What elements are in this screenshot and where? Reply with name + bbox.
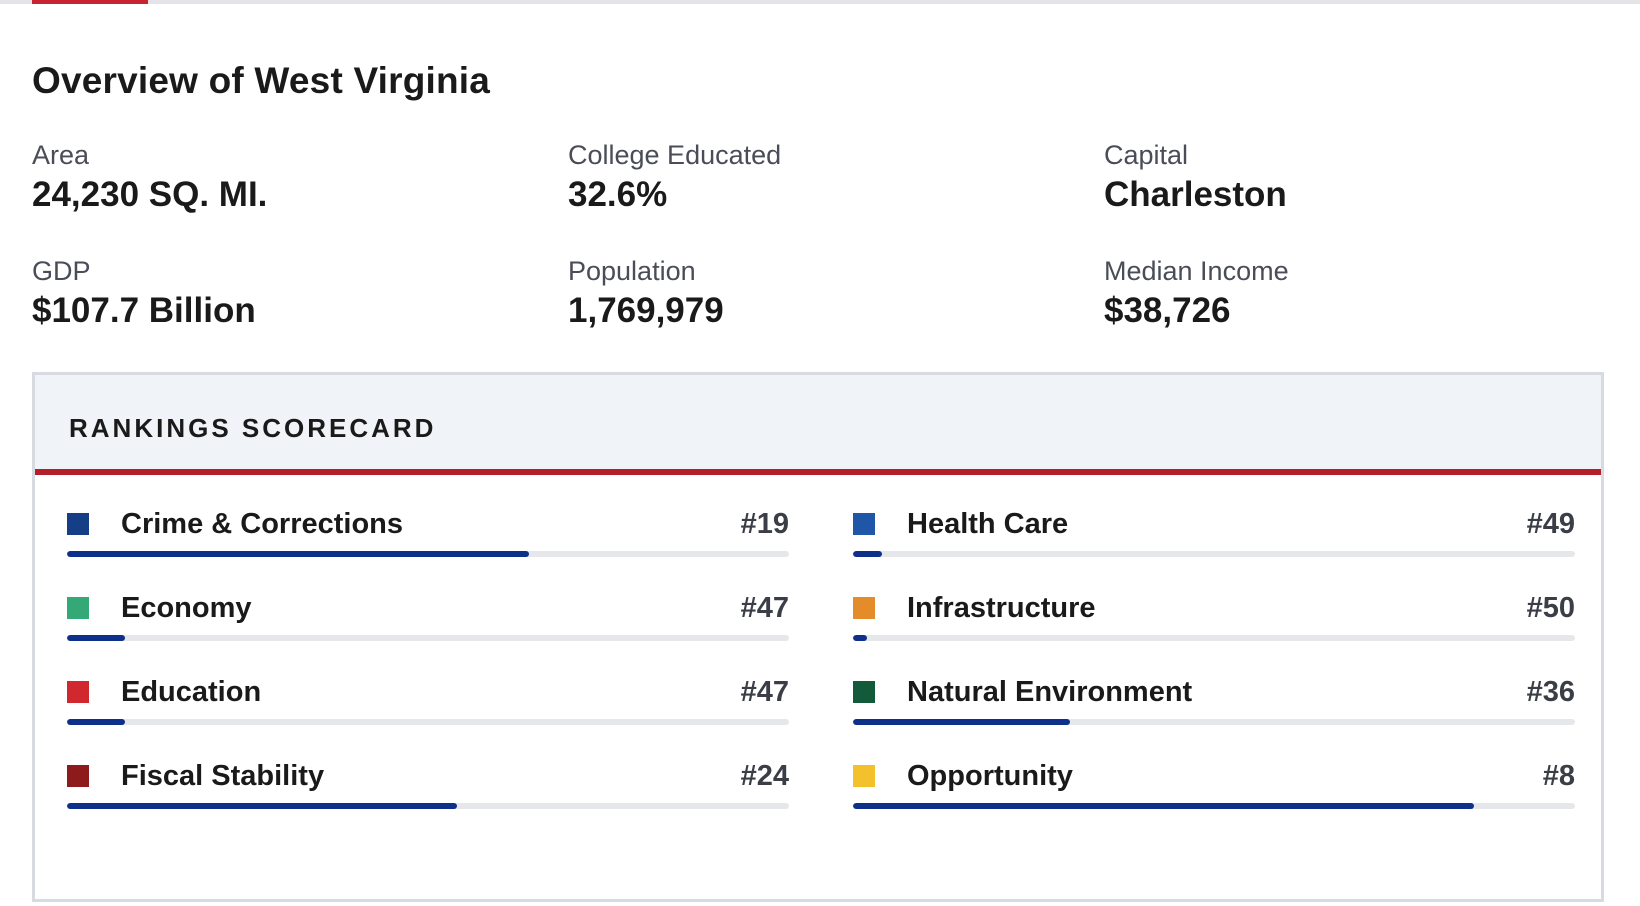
ranking-progress-fill xyxy=(853,635,868,641)
ranking-progress-track xyxy=(853,551,1575,557)
ranking-value: #24 xyxy=(740,760,789,792)
category-color-swatch xyxy=(853,513,875,535)
scorecard-header: RANKINGS SCORECARD xyxy=(35,375,1601,475)
fact-value: 32.6% xyxy=(568,175,668,214)
ranking-label: Crime & Corrections xyxy=(121,508,404,540)
ranking-progress-fill xyxy=(853,719,1070,725)
ranking-health-care[interactable]: Health Care #49 xyxy=(853,505,1575,589)
rankings-scorecard: RANKINGS SCORECARD Crime & Corrections #1… xyxy=(32,372,1604,902)
fact-label: GDP xyxy=(32,256,91,286)
ranking-progress-track xyxy=(853,635,1575,641)
category-color-swatch xyxy=(67,597,89,619)
ranking-value: #19 xyxy=(740,508,789,540)
ranking-progress-fill xyxy=(67,803,457,809)
fact-value: $38,726 xyxy=(1104,291,1231,330)
ranking-label: Economy xyxy=(121,592,252,624)
fact-value: Charleston xyxy=(1104,175,1287,214)
ranking-progress-fill xyxy=(67,719,125,725)
ranking-education[interactable]: Education #47 xyxy=(67,673,789,757)
ranking-natural-environment[interactable]: Natural Environment #36 xyxy=(853,673,1575,757)
ranking-label: Infrastructure xyxy=(907,592,1096,624)
ranking-progress-fill xyxy=(67,635,125,641)
fact-area: Area 24,230 SQ. MI. xyxy=(32,138,568,254)
ranking-economy[interactable]: Economy #47 xyxy=(67,589,789,673)
ranking-label: Opportunity xyxy=(907,760,1073,792)
fact-capital: Capital Charleston xyxy=(1104,138,1612,254)
ranking-label: Education xyxy=(121,676,262,708)
ranking-progress-track xyxy=(67,635,789,641)
ranking-progress-track xyxy=(67,719,789,725)
category-color-swatch xyxy=(67,765,89,787)
overview-facts: Area 24,230 SQ. MI. College Educated 32.… xyxy=(32,138,1612,370)
fact-college-educated: College Educated 32.6% xyxy=(568,138,1104,254)
active-tab-indicator xyxy=(32,0,148,4)
ranking-progress-track xyxy=(853,719,1575,725)
category-color-swatch xyxy=(853,597,875,619)
fact-value: 24,230 SQ. MI. xyxy=(32,175,268,214)
fact-population: Population 1,769,979 xyxy=(568,254,1104,370)
ranking-value: #49 xyxy=(1526,508,1575,540)
ranking-progress-track xyxy=(67,551,789,557)
ranking-value: #36 xyxy=(1526,676,1575,708)
ranking-crime-and-corrections[interactable]: Crime & Corrections #19 xyxy=(67,505,789,589)
fact-label: Median Income xyxy=(1104,256,1289,286)
fact-label: Population xyxy=(568,256,696,286)
top-divider xyxy=(0,0,1640,4)
category-color-swatch xyxy=(853,681,875,703)
rankings-list: Crime & Corrections #19 Health Care #49 Econ… xyxy=(67,505,1577,841)
ranking-infrastructure[interactable]: Infrastructure #50 xyxy=(853,589,1575,673)
fact-label: Capital xyxy=(1104,140,1189,170)
ranking-progress-fill xyxy=(67,551,530,557)
category-color-swatch xyxy=(853,765,875,787)
ranking-progress-track xyxy=(67,803,789,809)
ranking-label: Natural Environment xyxy=(907,676,1193,708)
ranking-value: #47 xyxy=(740,592,789,624)
fact-median-income: Median Income $38,726 xyxy=(1104,254,1612,370)
ranking-opportunity[interactable]: Opportunity #8 xyxy=(853,757,1575,841)
scorecard-title: RANKINGS SCORECARD xyxy=(69,413,437,443)
fact-gdp: GDP $107.7 Billion xyxy=(32,254,568,370)
fact-label: Area xyxy=(32,140,90,170)
ranking-value: #50 xyxy=(1526,592,1575,624)
ranking-label: Fiscal Stability xyxy=(121,760,325,792)
ranking-label: Health Care xyxy=(907,508,1069,540)
category-color-swatch xyxy=(67,513,89,535)
fact-value: $107.7 Billion xyxy=(32,291,256,330)
category-color-swatch xyxy=(67,681,89,703)
ranking-progress-fill xyxy=(853,551,882,557)
fact-value: 1,769,979 xyxy=(568,291,724,330)
page-title: Overview of West Virginia xyxy=(32,60,491,101)
ranking-fiscal-stability[interactable]: Fiscal Stability #24 xyxy=(67,757,789,841)
ranking-progress-fill xyxy=(853,803,1474,809)
fact-label: College Educated xyxy=(568,140,782,170)
ranking-value: #47 xyxy=(740,676,789,708)
ranking-progress-track xyxy=(853,803,1575,809)
ranking-value: #8 xyxy=(1542,760,1575,792)
